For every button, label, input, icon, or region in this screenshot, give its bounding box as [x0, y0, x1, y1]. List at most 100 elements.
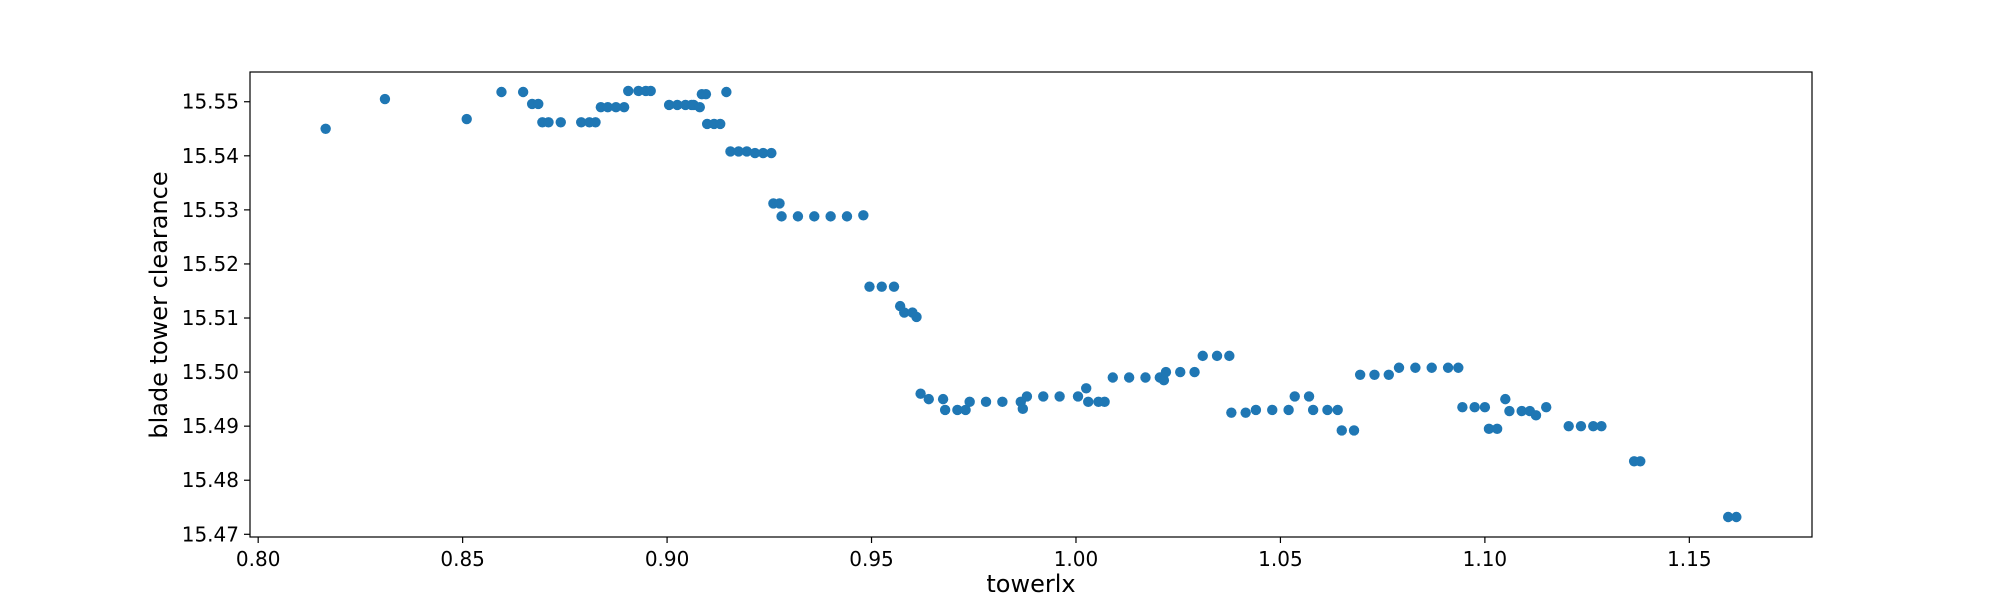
- data-point-0-36: [749, 147, 761, 159]
- data-point-0-55: [923, 393, 934, 405]
- y-axis-ticks: 15.47 15.48 15.49 15.50 15.51 15.52 15.53 15.54…: [182, 90, 250, 546]
- data-point-0-53: [911, 311, 922, 323]
- data-point-0-78: [1160, 366, 1172, 378]
- x-axis-ticks: 0.80 0.85 0.90 0.95 1.00 1.05 1.10 1.15: [236, 537, 1712, 571]
- plot-frame: [249, 71, 1813, 538]
- data-point-0-1: [379, 93, 391, 105]
- data-point-0-28: [700, 88, 712, 100]
- data-point-0-93: [1332, 404, 1343, 416]
- data-point-0-21: [663, 99, 675, 111]
- data-point-0-88: [1283, 404, 1294, 416]
- data-point-0-106: [1479, 402, 1491, 413]
- data-point-0-77: [1158, 375, 1170, 386]
- data-point-0-109: [1500, 393, 1511, 405]
- data-point-0-89: [1289, 391, 1300, 402]
- data-point-0-48: [876, 281, 887, 292]
- y-tick-label-8: 15.55: [182, 90, 239, 114]
- y-axis-label: blade tower clearance: [145, 171, 173, 438]
- data-point-0-45: [841, 211, 853, 222]
- x-tick-label-2: 0.90: [645, 547, 690, 571]
- data-point-0-116: [1575, 420, 1587, 432]
- data-point-0-67: [1054, 391, 1065, 402]
- plot-area: [250, 72, 1812, 537]
- data-point-0-99: [1393, 362, 1405, 373]
- data-point-0-0: [320, 123, 331, 134]
- data-point-0-54: [915, 388, 926, 399]
- data-point-0-6: [533, 98, 544, 110]
- data-point-0-15: [610, 101, 622, 113]
- x-tick-label-4: 1.00: [1054, 547, 1099, 571]
- x-tick-label-0: 0.80: [236, 547, 281, 571]
- data-point-0-96: [1354, 369, 1366, 380]
- data-point-0-113: [1530, 410, 1542, 421]
- data-point-0-22: [672, 99, 683, 111]
- data-point-0-84: [1226, 407, 1237, 418]
- data-point-0-37: [757, 147, 769, 159]
- data-point-0-85: [1240, 407, 1251, 418]
- data-point-0-114: [1541, 402, 1552, 413]
- data-point-0-92: [1322, 404, 1333, 416]
- data-point-0-17: [623, 85, 634, 97]
- data-point-0-83: [1224, 350, 1235, 362]
- data-point-0-46: [858, 210, 869, 221]
- data-point-0-100: [1410, 362, 1421, 373]
- data-point-0-104: [1457, 402, 1468, 413]
- data-point-0-111: [1516, 405, 1527, 417]
- data-point-0-82: [1211, 350, 1223, 362]
- data-point-0-95: [1348, 425, 1360, 436]
- data-point-0-44: [825, 211, 836, 222]
- data-point-0-38: [766, 147, 777, 159]
- data-point-0-105: [1469, 402, 1480, 413]
- data-point-0-32: [721, 86, 732, 98]
- data-point-0-121: [1722, 511, 1734, 523]
- data-point-0-2: [461, 113, 472, 125]
- y-tick-label-7: 15.54: [182, 144, 239, 168]
- data-point-0-101: [1426, 362, 1437, 373]
- data-point-0-81: [1197, 350, 1208, 362]
- data-point-0-61: [980, 396, 992, 408]
- data-point-0-73: [1107, 372, 1118, 383]
- data-point-0-51: [899, 307, 910, 318]
- data-point-0-35: [741, 146, 753, 157]
- x-tick-label-1: 0.85: [440, 547, 485, 571]
- data-point-0-68: [1072, 391, 1084, 402]
- data-point-0-91: [1307, 404, 1319, 416]
- data-point-0-110: [1504, 405, 1515, 417]
- data-points: [320, 85, 1742, 523]
- x-tick-label-3: 0.95: [849, 547, 894, 571]
- data-point-0-87: [1267, 404, 1278, 416]
- data-point-0-59: [960, 404, 971, 416]
- data-point-0-12: [590, 117, 601, 128]
- data-point-0-18: [633, 85, 644, 97]
- data-point-0-58: [952, 404, 963, 416]
- data-point-0-65: [1021, 391, 1033, 402]
- data-point-0-72: [1099, 396, 1110, 408]
- data-point-0-40: [774, 198, 785, 209]
- data-point-0-20: [645, 85, 656, 97]
- y-tick-label-2: 15.49: [182, 414, 239, 438]
- x-tick-label-5: 1.05: [1258, 547, 1303, 571]
- data-point-0-97: [1369, 369, 1380, 380]
- data-point-0-86: [1250, 404, 1262, 416]
- data-point-0-69: [1081, 383, 1092, 394]
- data-point-0-8: [543, 117, 554, 128]
- data-point-0-10: [576, 117, 587, 128]
- data-point-0-9: [555, 117, 566, 128]
- y-tick-label-0: 15.47: [182, 522, 239, 546]
- data-point-0-62: [997, 396, 1008, 408]
- data-point-0-98: [1383, 369, 1394, 380]
- y-tick-label-4: 15.51: [182, 306, 239, 330]
- x-tick-label-7: 1.15: [1667, 547, 1712, 571]
- data-point-0-70: [1083, 396, 1094, 408]
- data-point-0-115: [1563, 420, 1574, 432]
- data-point-0-47: [864, 281, 875, 292]
- data-point-0-49: [888, 281, 900, 292]
- x-tick-label-6: 1.10: [1463, 547, 1508, 571]
- data-point-0-60: [964, 396, 975, 408]
- data-point-0-16: [618, 101, 630, 113]
- data-point-0-66: [1038, 391, 1049, 402]
- y-tick-label-1: 15.48: [182, 468, 239, 492]
- data-point-0-80: [1189, 366, 1200, 378]
- x-axis-label: towerlx: [986, 570, 1075, 598]
